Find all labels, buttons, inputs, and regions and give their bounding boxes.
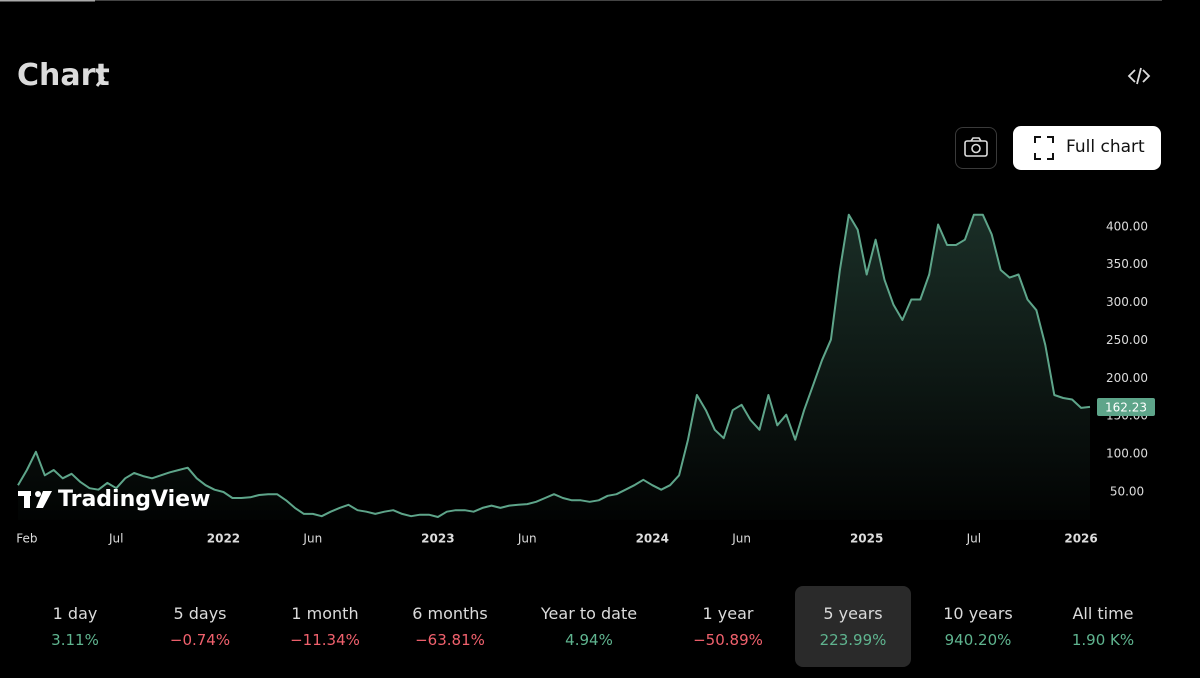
period-change: 223.99% <box>819 631 887 649</box>
period-tab[interactable]: 5 years 223.99% <box>795 586 911 667</box>
snapshot-button[interactable] <box>955 127 997 169</box>
x-tick-label: 2026 <box>1064 532 1097 546</box>
x-tick-label: Jun <box>302 532 322 546</box>
x-tick-label: Jul <box>966 532 981 546</box>
title-chevron[interactable] <box>95 69 105 87</box>
period-tab[interactable]: All time 1.90 K% <box>1045 586 1161 667</box>
period-label: 1 day <box>52 604 98 623</box>
y-tick-label: 100.00 <box>1106 447 1148 461</box>
y-tick-label: 200.00 <box>1106 371 1148 385</box>
price-line <box>17 213 1091 518</box>
last-price-label: 162.23 <box>1105 400 1147 414</box>
period-tab[interactable]: 10 years 940.20% <box>920 586 1036 667</box>
embed-icon[interactable] <box>1127 67 1151 85</box>
camera-icon <box>964 137 988 157</box>
watermark: TradingView <box>58 487 210 512</box>
period-change: 1.90 K% <box>1071 631 1135 649</box>
y-tick-label: 350.00 <box>1106 257 1148 271</box>
period-change: 940.20% <box>944 631 1012 649</box>
fullscreen-icon <box>1034 136 1054 160</box>
x-tick-label: Jun <box>517 532 537 546</box>
last-price-tag <box>1097 397 1155 416</box>
period-label: 5 days <box>173 604 227 623</box>
watermark-icon <box>18 491 52 508</box>
period-tab[interactable]: 1 day 3.11% <box>17 586 133 667</box>
y-tick-label: 250.00 <box>1106 333 1148 347</box>
period-label: 6 months <box>412 604 488 623</box>
y-tick-label: 400.00 <box>1106 219 1148 233</box>
period-change: 3.11% <box>51 631 99 649</box>
period-tab[interactable]: 5 days −0.74% <box>142 586 258 667</box>
period-change: −63.81% <box>415 631 485 649</box>
period-label: Year to date <box>540 604 638 623</box>
period-change: −50.89% <box>693 631 763 649</box>
period-change: 4.94% <box>565 631 613 649</box>
full-chart-button[interactable]: Full chart <box>1013 126 1161 170</box>
x-tick-label: 2025 <box>850 532 883 546</box>
plot-area: 50.00100.00150.00200.00250.00300.00350.0… <box>16 213 1155 546</box>
x-tick-label: 2022 <box>207 532 240 546</box>
period-label: 5 years <box>823 604 883 623</box>
area-fill <box>18 214 1090 520</box>
x-tick-label: Jun <box>731 532 751 546</box>
period-tab[interactable]: Year to date 4.94% <box>531 586 647 667</box>
period-label: 1 year <box>702 604 754 623</box>
section-title[interactable]: Chart <box>17 58 110 93</box>
period-change: −11.34% <box>290 631 360 649</box>
y-tick-label: 300.00 <box>1106 295 1148 309</box>
period-tab[interactable]: 6 months −63.81% <box>392 586 508 667</box>
button-label: Full chart <box>1066 137 1145 157</box>
x-tick-label: Jul <box>108 532 123 546</box>
x-tick-label: 2024 <box>636 532 669 546</box>
period-label: 1 month <box>291 604 359 623</box>
period-label: All time <box>1072 604 1134 623</box>
y-tick-label: 50.00 <box>1110 484 1144 498</box>
period-tab[interactable]: 1 month −11.34% <box>267 586 383 667</box>
period-label: 10 years <box>943 604 1013 623</box>
period-tab[interactable]: 1 year −50.89% <box>670 586 786 667</box>
x-tick-label: Feb <box>16 532 37 546</box>
x-tick-label: 2023 <box>421 532 454 546</box>
period-change: −0.74% <box>169 631 231 649</box>
